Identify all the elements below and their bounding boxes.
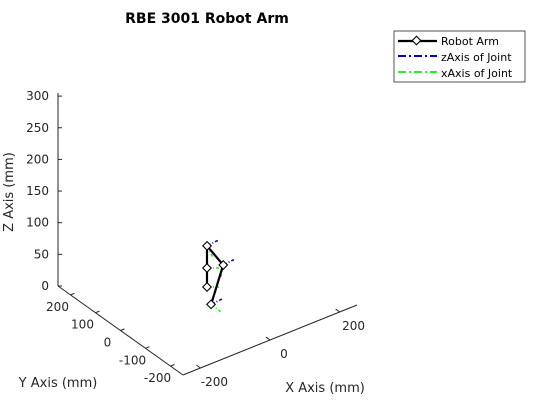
- legend-label-robot-arm: Robot Arm: [441, 35, 499, 48]
- legend-item-x-axis: xAxis of Joint: [398, 67, 513, 80]
- x-ticks: -200 0 200: [196, 308, 365, 389]
- y-tick-mark: [145, 346, 150, 349]
- y-tick-mark: [70, 292, 75, 296]
- joint-marker: [202, 240, 213, 251]
- z-tick-label: 50: [34, 247, 49, 261]
- y-tick-mark: [120, 328, 125, 331]
- z-tick-label: 300: [26, 89, 49, 103]
- x-tick-mark: [265, 336, 271, 341]
- chart-title: RBE 3001 Robot Arm: [125, 11, 289, 27]
- y-tick-label: -100: [119, 353, 146, 367]
- y-tick-mark: [95, 310, 100, 314]
- x-tick-mark: [335, 308, 340, 313]
- z-ticks: 0 50 100 150 200 250 300: [26, 89, 62, 293]
- y-tick-label: 200: [46, 300, 69, 314]
- robot-arm-line: [205, 244, 225, 305]
- x-tick-mark: [196, 364, 201, 369]
- z-axis-label: Z Axis (mm): [2, 152, 17, 232]
- joint-marker: [201, 262, 213, 274]
- legend-item-z-axis: zAxis of Joint: [398, 51, 512, 64]
- x-tick-label: 0: [280, 347, 288, 361]
- z-tick-label: 0: [41, 279, 49, 293]
- legend: Robot Arm zAxis of Joint xAxis of Joint: [393, 30, 526, 83]
- z-tick-label: 200: [26, 152, 49, 166]
- legend-label-x-axis: xAxis of Joint: [441, 67, 513, 80]
- y-tick-mark: [170, 364, 175, 367]
- legend-label-z-axis: zAxis of Joint: [441, 51, 512, 64]
- legend-marker-robot-arm: [411, 35, 422, 46]
- joint-marker: [218, 259, 229, 271]
- y-axis-label: Y Axis (mm): [18, 376, 98, 391]
- x-tick-label: -200: [201, 375, 228, 389]
- z-tick-label: 100: [26, 216, 49, 230]
- y-tick-label: -200: [144, 371, 171, 385]
- x-tick-label: 200: [342, 319, 365, 333]
- legend-item-robot-arm: Robot Arm: [398, 35, 499, 48]
- y-tick-label: 0: [104, 336, 112, 350]
- joint-marker: [206, 299, 217, 310]
- x-axis-label: X Axis (mm): [285, 381, 365, 396]
- axes-frame: [57, 93, 358, 376]
- z-tick-label: 250: [26, 121, 49, 135]
- y-tick-label: 100: [71, 318, 94, 332]
- robot-arm: [201, 240, 229, 310]
- joint-marker: [201, 281, 213, 293]
- z-tick-label: 150: [26, 184, 49, 198]
